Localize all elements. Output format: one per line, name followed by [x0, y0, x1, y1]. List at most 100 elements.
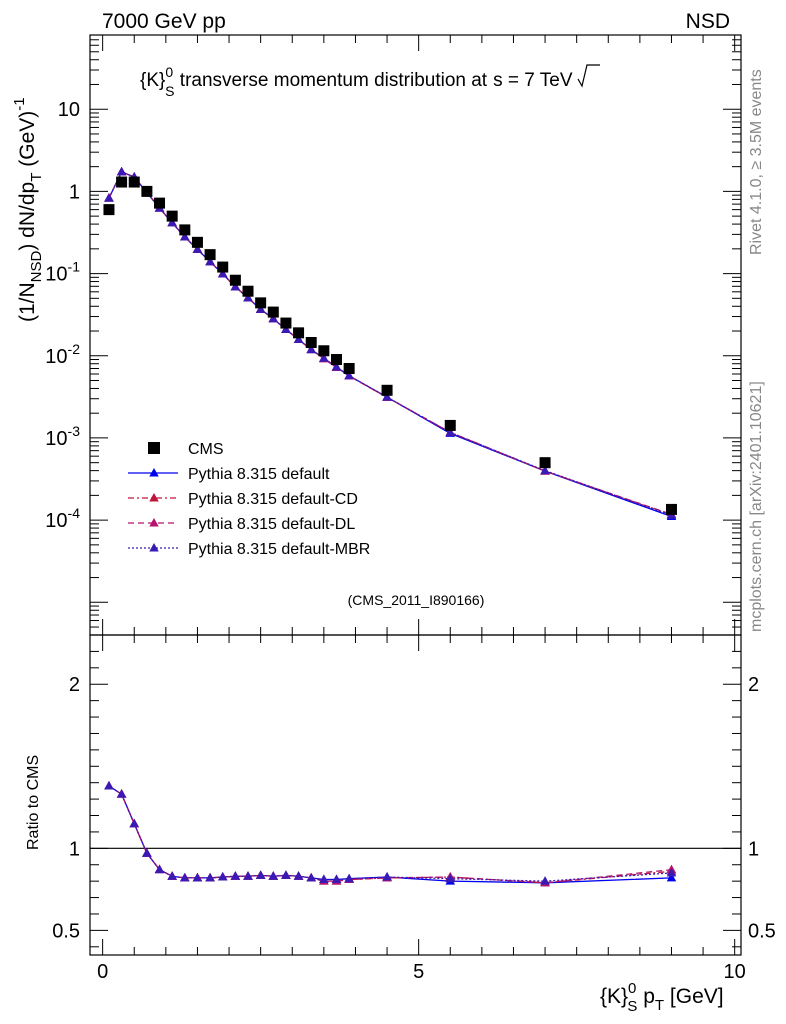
x-tick-label: 5 — [413, 961, 424, 983]
ratio-line-mbr — [108, 785, 672, 882]
legend-label-cms: CMS — [188, 441, 224, 458]
cms-data-point — [444, 419, 456, 431]
ratio-tick-label-right: 1 — [748, 838, 759, 860]
series-line-cd — [108, 171, 672, 516]
marker-mbr — [167, 217, 177, 227]
header-right: NSD — [686, 10, 730, 33]
cms-data-point — [154, 197, 166, 209]
legend-marker-cd — [149, 493, 159, 502]
ratio-y-axis-label: Ratio to CMS — [25, 755, 42, 850]
cms-data-point — [179, 224, 191, 236]
marker-mbr — [217, 268, 228, 278]
marker-mbr — [293, 334, 304, 343]
ratio-line-default — [108, 785, 672, 884]
marker-mbr — [344, 370, 354, 380]
marker-mbr — [268, 313, 279, 323]
ratio-tick-label-right: 0.5 — [748, 920, 776, 942]
cms-data-point — [141, 185, 153, 197]
analysis-tag: (CMS_2011_I890166) — [348, 592, 485, 608]
legend: CMS Pythia 8.315 default Pythia 8.315 defa… — [128, 441, 370, 558]
marker-mbr — [104, 193, 114, 202]
cms-data-point — [280, 317, 292, 329]
series-line-mbr — [108, 171, 672, 516]
legend-marker-mbr — [149, 543, 159, 552]
ratio-marker-mbr — [167, 871, 177, 880]
x-axis-label: {K}0 S pT [GeV] — [600, 980, 724, 1015]
ratio-marker-mbr — [129, 818, 139, 828]
y-tick-label: 10 — [58, 99, 80, 121]
y-tick-label: 10-3 — [45, 423, 80, 450]
ratio-marker-mbr — [104, 780, 114, 790]
ratio-marker-mbr — [142, 848, 152, 857]
ratio-marker-mbr — [205, 872, 215, 882]
cms-data-point — [166, 210, 178, 222]
legend-label-mbr: Pythia 8.315 default-MBR — [188, 541, 370, 558]
cms-data-point — [343, 362, 355, 374]
cms-data-point — [305, 336, 317, 348]
marker-mbr — [116, 166, 127, 176]
ratio-marker-mbr — [306, 872, 316, 882]
marker-mbr — [192, 244, 203, 253]
side-events-label: Rivet 4.1.0, ≥ 3.5M events — [748, 69, 765, 255]
cms-data-point — [539, 457, 551, 469]
ratio-tick-label-left: 1 — [69, 838, 80, 860]
ratio-marker-mbr — [192, 872, 203, 882]
cms-data-point — [267, 306, 279, 318]
legend-label-default: Pythia 8.315 default — [188, 466, 330, 483]
ratio-line-cd — [108, 785, 672, 884]
x-tick-label: 10 — [724, 961, 746, 983]
legend-marker-cms — [148, 442, 160, 454]
cms-data-point — [255, 297, 267, 309]
legend-marker-dl — [149, 518, 159, 527]
plot-title: {K}0 S transverse momentum distribution a… — [140, 64, 573, 99]
legend-marker-default — [149, 468, 159, 477]
ratio-marker-mbr — [268, 871, 279, 880]
cms-data-point — [103, 204, 115, 216]
marker-mbr — [255, 304, 266, 313]
ratio-marker-mbr — [331, 874, 342, 884]
marker-mbr — [540, 465, 550, 475]
cms-data-point — [330, 354, 342, 366]
ratio-marker-default — [666, 872, 677, 882]
marker-mbr — [445, 427, 456, 437]
legend-label-cd: Pythia 8.315 default-CD — [188, 491, 358, 508]
legend-label-dl: Pythia 8.315 default-DL — [188, 516, 355, 533]
cms-data-point — [242, 285, 254, 297]
marker-mbr — [382, 392, 392, 401]
x-tick-label: 0 — [97, 961, 108, 983]
ratio-marker-mbr — [666, 867, 677, 877]
ratio-marker-mbr — [230, 871, 241, 880]
ratio-marker-mbr — [281, 870, 291, 879]
ratio-marker-mbr — [344, 873, 354, 883]
cms-data-point — [293, 327, 305, 339]
ratio-marker-mbr — [319, 874, 329, 884]
marker-mbr — [205, 256, 215, 266]
ratio-marker-mbr — [217, 872, 228, 881]
marker-mbr — [180, 231, 190, 241]
y-tick-label: 10-1 — [45, 259, 80, 286]
cms-data-point — [318, 345, 330, 357]
ratio-tick-label-left: 2 — [69, 674, 80, 696]
header-left: 7000 GeV pp — [102, 10, 226, 33]
cms-data-point — [204, 249, 216, 261]
ratio-marker-mbr — [382, 872, 392, 881]
marker-mbr — [230, 281, 241, 291]
cms-data-point — [381, 384, 393, 396]
cms-data-point — [128, 176, 140, 188]
marker-mbr — [331, 362, 342, 371]
y-axis-label: (1/NNSD) dN/dpT (GeV)-1 — [11, 97, 45, 322]
y-tick-label: 1 — [69, 181, 80, 203]
y-tick-label: 10-2 — [45, 341, 80, 368]
side-source-label: mcplots.cern.ch [arXiv:2401.10621] — [748, 381, 765, 632]
ratio-tick-label-left: 0.5 — [52, 920, 80, 942]
cms-data-point — [191, 236, 203, 248]
ratio-plot-frame — [89, 634, 742, 956]
ratio-marker-mbr — [243, 871, 253, 880]
series-line-default — [108, 171, 672, 518]
cms-data-point — [217, 261, 229, 273]
sqrt-sign — [577, 64, 600, 88]
marker-mbr — [281, 324, 291, 333]
ratio-marker-mbr — [180, 872, 190, 882]
